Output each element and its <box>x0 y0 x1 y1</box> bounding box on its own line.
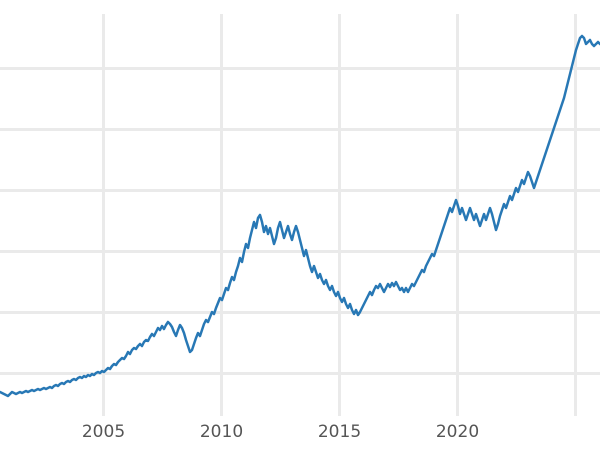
xtick-label-2010: 2010 <box>199 422 244 442</box>
xtick-label-2020: 2020 <box>435 422 480 442</box>
xtick-label-2015: 2015 <box>317 422 362 442</box>
vertical-gridlines <box>102 14 577 416</box>
horizontal-gridlines <box>0 67 600 375</box>
xtick-label-2005: 2005 <box>81 422 126 442</box>
series-line-value <box>0 34 600 398</box>
